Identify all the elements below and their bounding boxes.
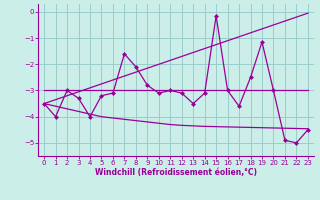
X-axis label: Windchill (Refroidissement éolien,°C): Windchill (Refroidissement éolien,°C)	[95, 168, 257, 177]
